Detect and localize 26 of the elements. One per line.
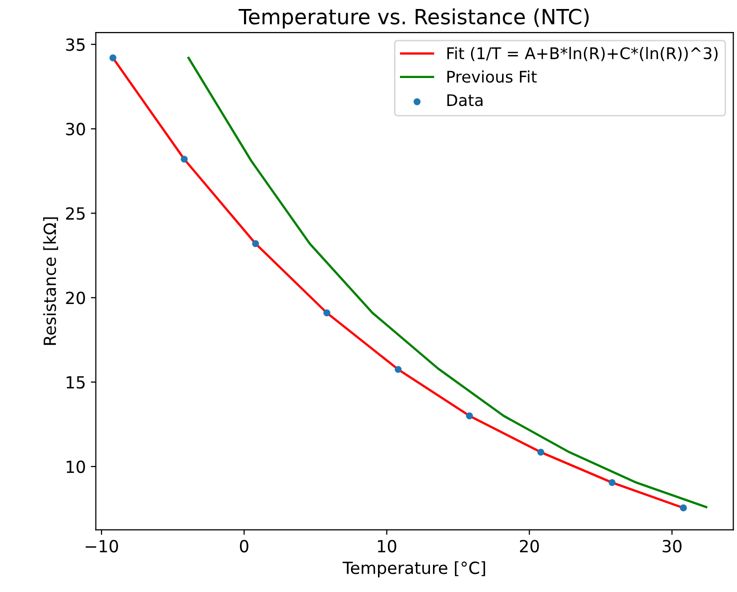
- point: [608, 479, 616, 486]
- x-tick-label: 10: [378, 540, 396, 552]
- x-axis-title: Temperature [°C]: [342, 561, 486, 578]
- y-tick-label: 10: [66, 460, 85, 474]
- x-tick-label: −10: [86, 540, 118, 552]
- x-tick-label: 30: [662, 540, 682, 552]
- chart-title: Temperature vs. Resistance (NTC): [238, 8, 589, 29]
- y-tick-label: 30: [66, 122, 85, 136]
- y-axis-title: Resistance [kΩ]: [43, 217, 58, 345]
- point: [680, 504, 687, 512]
- y-tick-label: 15: [66, 376, 85, 389]
- point: [109, 54, 116, 62]
- x-tick-label: 20: [520, 540, 539, 552]
- legend-label: Fit (1/T = A+B*ln(R)+C*(ln(R))^3): [447, 46, 718, 62]
- point: [180, 156, 188, 163]
- y-tick-label: 25: [66, 207, 85, 220]
- point: [323, 309, 330, 316]
- point: [537, 448, 544, 456]
- legend-label: Previous Fit: [447, 70, 537, 83]
- point: [394, 366, 402, 373]
- point: [252, 240, 260, 248]
- legend-label: Data: [447, 94, 482, 106]
- y-tick-label: 35: [66, 38, 85, 51]
- y-tick-label: 20: [66, 292, 85, 304]
- point: [466, 412, 473, 420]
- x-tick-label: 0: [240, 540, 248, 552]
